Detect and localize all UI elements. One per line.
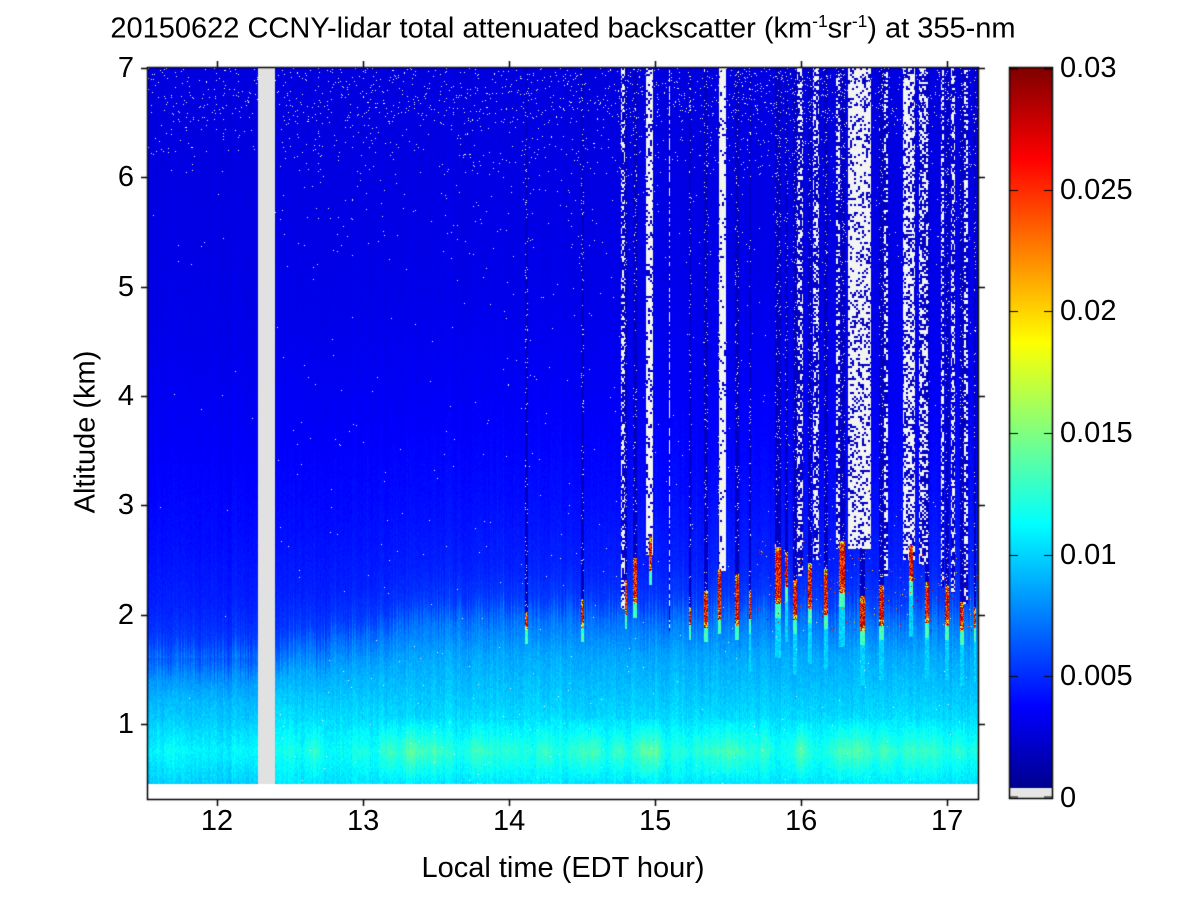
y-tick-label: 6 [117,161,134,194]
chart-title-text: sr [827,12,852,45]
x-tick-label: 12 [200,805,234,837]
y-tick-label: 4 [117,379,134,412]
y-tick-label: 1 [117,707,134,740]
x-axis-label: Local time (EDT hour) [421,852,705,884]
chart-title-superscript: -1 [812,11,828,31]
colorbar-tick-label: 0.03 [1060,52,1117,84]
chart-title-superscript: -1 [851,11,868,31]
x-tick-label: 15 [639,805,672,837]
colorbar-tick-label: 0.025 [1060,173,1133,206]
x-tick-label: 16 [785,805,818,837]
x-tick-label: 14 [492,805,526,837]
heatmap-canvas [148,68,978,799]
chart-title: 20150622 CCNY-lidar total attenuated bac… [0,11,1126,46]
y-tick-label: 3 [117,489,134,522]
y-tick-label: 5 [117,270,134,303]
y-tick-label: 7 [117,52,134,84]
chart-title-text: ) at 355-nm [867,12,1016,45]
colorbar-tick-label: 0 [1060,782,1077,814]
y-tick-label: 2 [117,598,134,631]
colorbar-tick-label: 0.02 [1060,295,1117,328]
colorbar-tick-label: 0.01 [1060,538,1117,571]
colorbar-canvas [1010,68,1052,798]
colorbar-tick-label: 0.015 [1060,417,1133,449]
chart-title-text: 20150622 CCNY-lidar total attenuated bac… [110,12,813,45]
colorbar-tick-label: 0.005 [1060,660,1133,693]
x-tick-label: 17 [931,805,964,837]
x-tick-label: 13 [346,805,380,837]
